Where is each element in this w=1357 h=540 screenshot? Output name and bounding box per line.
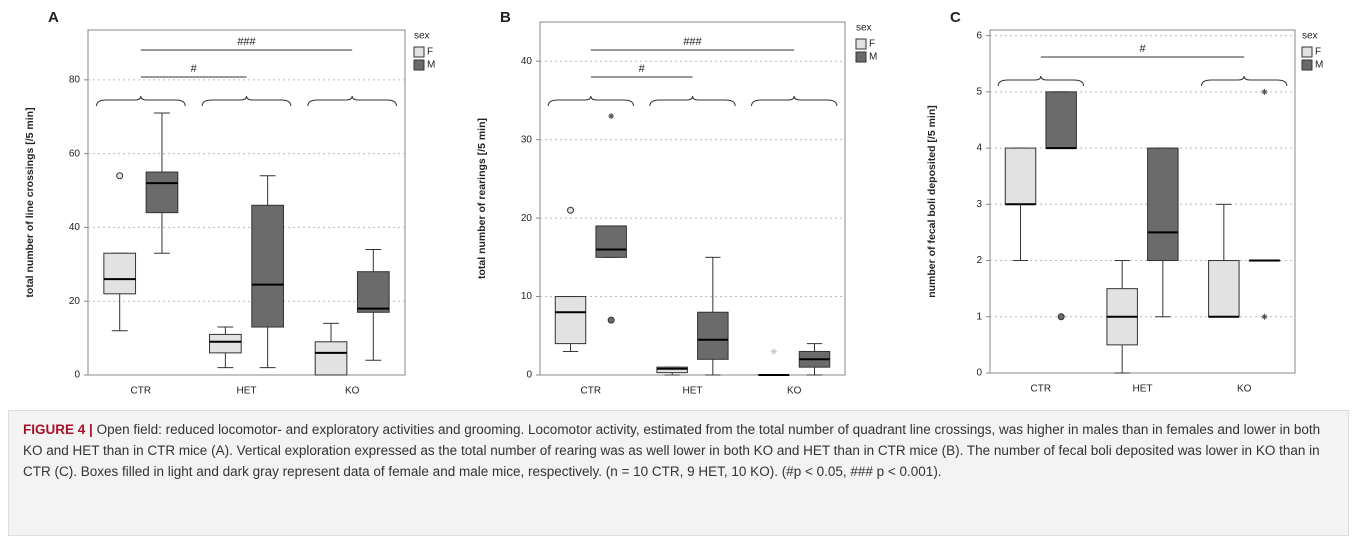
x-tick-label: KO (345, 386, 360, 397)
panel-label: C (950, 9, 961, 26)
box (1045, 91, 1077, 149)
y-tick-label: 1 (976, 311, 982, 322)
box (656, 366, 688, 374)
box (1147, 147, 1179, 262)
box (356, 271, 390, 313)
y-tick-label: 60 (69, 148, 81, 159)
y-tick-label: 6 (976, 30, 982, 41)
brace (1200, 75, 1288, 87)
box (1208, 260, 1240, 318)
extreme (770, 348, 777, 355)
legend-swatch (413, 46, 425, 58)
y-axis-label: number of fecal boli deposited [/5 min] (926, 105, 938, 298)
legend-swatch (413, 59, 425, 71)
y-axis-label: total number of line crossings [/5 min] (24, 107, 36, 297)
significance-label: # (639, 63, 646, 75)
legend-label: F (869, 39, 875, 50)
plot-frame (539, 21, 846, 376)
plot-frame (87, 29, 406, 376)
outlier (567, 206, 574, 214)
extreme (1261, 313, 1268, 320)
box (251, 204, 284, 328)
brace (547, 95, 635, 107)
x-tick-label: HET (1133, 384, 1153, 395)
brace (95, 95, 186, 107)
box (554, 296, 587, 345)
y-tick-label: 40 (521, 56, 533, 67)
x-tick-label: KO (787, 386, 802, 397)
y-tick-label: 2 (976, 255, 982, 266)
significance-label: ### (683, 36, 702, 48)
caption-text: Open field: reduced locomotor- and explo… (23, 422, 1321, 479)
panel-label: B (500, 9, 511, 26)
y-tick-label: 0 (976, 368, 982, 379)
box (595, 225, 627, 258)
y-tick-label: 0 (74, 370, 80, 381)
legend-title: sex (1302, 31, 1318, 42)
y-tick-label: 5 (976, 86, 982, 97)
legend-label: F (1315, 47, 1321, 58)
brace (649, 95, 736, 107)
brace (750, 95, 838, 107)
box (1004, 147, 1037, 205)
outlier (116, 172, 124, 180)
y-tick-label: 20 (521, 213, 533, 224)
legend-swatch (855, 38, 867, 50)
brace (201, 95, 292, 107)
x-tick-label: CTR (1031, 384, 1052, 395)
outlier (1057, 313, 1065, 321)
legend-swatch (855, 51, 867, 63)
y-tick-label: 3 (976, 199, 982, 210)
brace (307, 95, 398, 107)
panel-label: A (48, 9, 59, 26)
x-tick-label: CTR (581, 386, 602, 397)
box (314, 341, 348, 376)
y-tick-label: 30 (521, 134, 533, 145)
y-tick-label: 0 (526, 370, 532, 381)
significance-label: # (191, 63, 198, 75)
legend-title: sex (856, 23, 872, 34)
caption-label: FIGURE 4 | (23, 422, 93, 437)
extreme (1261, 88, 1268, 95)
x-tick-label: KO (1237, 384, 1252, 395)
x-tick-label: HET (683, 386, 703, 397)
plot-frame (989, 29, 1296, 374)
legend-label: M (427, 60, 435, 71)
y-axis-label: total number of rearings [/5 min] (476, 118, 488, 279)
caption: FIGURE 4 | Open field: reduced locomotor… (8, 410, 1349, 536)
legend-label: M (1315, 60, 1323, 71)
legend-title: sex (414, 31, 430, 42)
legend-swatch (1301, 46, 1313, 58)
extreme (608, 113, 615, 120)
box (103, 252, 137, 295)
y-tick-label: 40 (69, 222, 81, 233)
y-tick-label: 20 (69, 296, 81, 307)
significance-label: # (1139, 43, 1146, 55)
brace (997, 75, 1085, 87)
legend-swatch (1301, 59, 1313, 71)
box (209, 333, 242, 354)
significance-label: ### (237, 36, 256, 48)
outlier (607, 316, 615, 324)
y-tick-label: 10 (521, 291, 533, 302)
legend-label: M (869, 52, 877, 63)
x-tick-label: HET (237, 386, 257, 397)
box (145, 171, 179, 214)
legend-label: F (427, 47, 433, 58)
box (697, 311, 729, 360)
y-tick-label: 80 (69, 74, 81, 85)
y-tick-label: 4 (976, 143, 982, 154)
x-tick-label: CTR (131, 386, 152, 397)
